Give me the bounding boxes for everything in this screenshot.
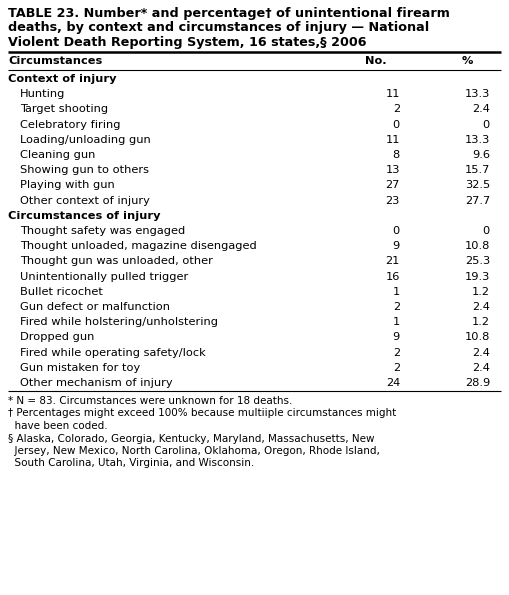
Text: Other mechanism of injury: Other mechanism of injury	[20, 378, 173, 388]
Text: 15.7: 15.7	[465, 165, 490, 175]
Text: 16: 16	[386, 271, 400, 281]
Text: Thought unloaded, magazine disengaged: Thought unloaded, magazine disengaged	[20, 241, 257, 251]
Text: 21: 21	[386, 256, 400, 267]
Text: 2.4: 2.4	[472, 363, 490, 373]
Text: 0: 0	[483, 120, 490, 130]
Text: Celebratory firing: Celebratory firing	[20, 120, 121, 130]
Text: 9: 9	[393, 241, 400, 251]
Text: Showing gun to others: Showing gun to others	[20, 165, 149, 175]
Text: No.: No.	[365, 56, 387, 66]
Text: 11: 11	[385, 135, 400, 145]
Text: Circumstances: Circumstances	[8, 56, 102, 66]
Text: 1.2: 1.2	[472, 317, 490, 327]
Text: 27: 27	[386, 180, 400, 190]
Text: Playing with gun: Playing with gun	[20, 180, 115, 190]
Text: Unintentionally pulled trigger: Unintentionally pulled trigger	[20, 271, 188, 281]
Text: 1: 1	[393, 287, 400, 297]
Text: Violent Death Reporting System, 16 states,§ 2006: Violent Death Reporting System, 16 state…	[8, 36, 366, 49]
Text: 24: 24	[386, 378, 400, 388]
Text: 25.3: 25.3	[465, 256, 490, 267]
Text: 11: 11	[385, 89, 400, 99]
Text: 1.2: 1.2	[472, 287, 490, 297]
Text: 28.9: 28.9	[465, 378, 490, 388]
Text: 9: 9	[393, 333, 400, 342]
Text: have been coded.: have been coded.	[8, 421, 107, 431]
Text: 27.7: 27.7	[465, 196, 490, 206]
Text: 2.4: 2.4	[472, 347, 490, 358]
Text: 2: 2	[393, 302, 400, 312]
Text: Bullet ricochet: Bullet ricochet	[20, 287, 103, 297]
Text: 13.3: 13.3	[465, 89, 490, 99]
Text: 1: 1	[393, 317, 400, 327]
Text: 10.8: 10.8	[465, 333, 490, 342]
Text: 0: 0	[393, 226, 400, 236]
Text: deaths, by context and circumstances of injury — National: deaths, by context and circumstances of …	[8, 21, 429, 35]
Text: Gun mistaken for toy: Gun mistaken for toy	[20, 363, 140, 373]
Text: 32.5: 32.5	[465, 180, 490, 190]
Text: 23: 23	[386, 196, 400, 206]
Text: 2: 2	[393, 363, 400, 373]
Text: 8: 8	[393, 150, 400, 160]
Text: Cleaning gun: Cleaning gun	[20, 150, 95, 160]
Text: 9.6: 9.6	[472, 150, 490, 160]
Text: 2: 2	[393, 347, 400, 358]
Text: Context of injury: Context of injury	[8, 74, 117, 84]
Text: 0: 0	[483, 226, 490, 236]
Text: Thought safety was engaged: Thought safety was engaged	[20, 226, 185, 236]
Text: South Carolina, Utah, Virginia, and Wisconsin.: South Carolina, Utah, Virginia, and Wisc…	[8, 459, 254, 468]
Text: 2.4: 2.4	[472, 302, 490, 312]
Text: %: %	[462, 56, 473, 66]
Text: Fired while operating safety/lock: Fired while operating safety/lock	[20, 347, 206, 358]
Text: § Alaska, Colorado, Georgia, Kentucky, Maryland, Massachusetts, New: § Alaska, Colorado, Georgia, Kentucky, M…	[8, 434, 375, 443]
Text: † Percentages might exceed 100% because multiiple circumstances might: † Percentages might exceed 100% because …	[8, 409, 396, 418]
Text: 0: 0	[393, 120, 400, 130]
Text: 2: 2	[393, 104, 400, 114]
Text: 10.8: 10.8	[465, 241, 490, 251]
Text: Dropped gun: Dropped gun	[20, 333, 94, 342]
Text: Thought gun was unloaded, other: Thought gun was unloaded, other	[20, 256, 213, 267]
Text: 2.4: 2.4	[472, 104, 490, 114]
Text: Fired while holstering/unholstering: Fired while holstering/unholstering	[20, 317, 218, 327]
Text: Other context of injury: Other context of injury	[20, 196, 150, 206]
Text: TABLE 23. Number* and percentage† of unintentional firearm: TABLE 23. Number* and percentage† of uni…	[8, 7, 450, 20]
Text: Hunting: Hunting	[20, 89, 65, 99]
Text: * N = 83. Circumstances were unknown for 18 deaths.: * N = 83. Circumstances were unknown for…	[8, 396, 292, 406]
Text: Loading/unloading gun: Loading/unloading gun	[20, 135, 151, 145]
Text: Gun defect or malfunction: Gun defect or malfunction	[20, 302, 170, 312]
Text: Jersey, New Mexico, North Carolina, Oklahoma, Oregon, Rhode Island,: Jersey, New Mexico, North Carolina, Okla…	[8, 446, 380, 456]
Text: Target shooting: Target shooting	[20, 104, 108, 114]
Text: Circumstances of injury: Circumstances of injury	[8, 211, 160, 221]
Text: 13.3: 13.3	[465, 135, 490, 145]
Text: 13: 13	[385, 165, 400, 175]
Text: 19.3: 19.3	[465, 271, 490, 281]
